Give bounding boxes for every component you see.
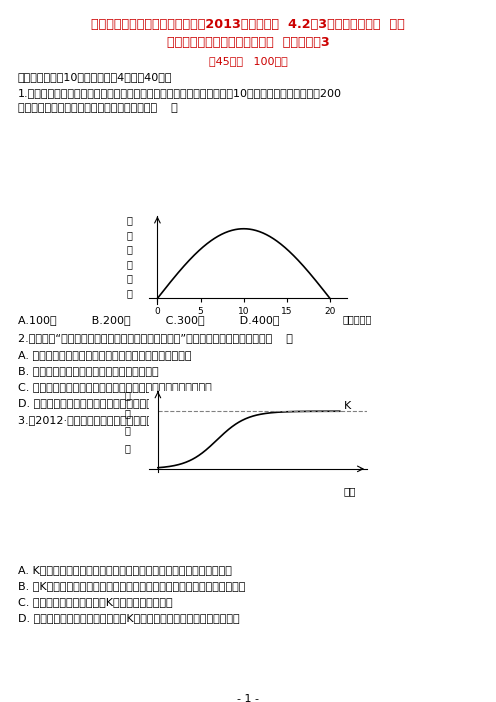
- Text: C. 从瓶中吸出培养液进行计数之前，不必摇匀培养瓶中的培养液: C. 从瓶中吸出培养液进行计数之前，不必摇匀培养瓶中的培养液: [18, 382, 212, 392]
- Text: 种: 种: [124, 390, 130, 400]
- Text: 的数量波动及调节课时提能演练  浙科版必修3: 的数量波动及调节课时提能演练 浙科版必修3: [167, 36, 329, 49]
- Text: K: K: [343, 401, 351, 411]
- Text: 长: 长: [126, 259, 132, 269]
- Text: - 1 -: - 1 -: [237, 694, 259, 702]
- Text: A.100只          B.200只          C.300只          D.400只: A.100只 B.200只 C.300只 D.400只: [18, 315, 280, 325]
- Text: 》《全程复习方略》（浙江专用）2013版高中生物  4.2、3种群的增长方式  种群: 》《全程复习方略》（浙江专用）2013版高中生物 4.2、3种群的增长方式 种群: [91, 18, 405, 31]
- Text: A. K値是环境条件所允许达到的种群数量最大値，其数値是恒定不变的: A. K値是环境条件所允许达到的种群数量最大値，其数値是恒定不变的: [18, 565, 232, 575]
- Text: （45分钟   100分）: （45分钟 100分）: [209, 56, 287, 66]
- Text: 大: 大: [124, 425, 130, 435]
- Text: 小: 小: [124, 444, 130, 453]
- Text: 率: 率: [126, 288, 132, 298]
- Text: 只，估算该种群在此环境中的环境容纳量约为（    ）: 只，估算该种群在此环境中的环境容纳量约为（ ）: [18, 103, 178, 113]
- Text: 种: 种: [126, 216, 132, 225]
- Text: 3.（2012·启东模拟）如图表示某一种群在有限环境中增长的曲线，现围绕此曲线下列叙述中正确的是（    ）: 3.（2012·启东模拟）如图表示某一种群在有限环境中增长的曲线，现围绕此曲线下…: [18, 415, 360, 425]
- Text: D. 为了方便酵母菌计数，培养后期的培养液应先稀释再计数: D. 为了方便酵母菌计数，培养后期的培养液应先稀释再计数: [18, 398, 199, 408]
- Text: C. 如果不考虑其他因素，在K値时出生率＝死亡率: C. 如果不考虑其他因素，在K値时出生率＝死亡率: [18, 597, 173, 607]
- Text: 2.下列关于“探究培养液中酵母菌种群数量的动态变化”实验的相关操作，正确的是（    ）: 2.下列关于“探究培养液中酵母菌种群数量的动态变化”实验的相关操作，正确的是（ …: [18, 333, 293, 343]
- Text: 时间（年）: 时间（年）: [342, 314, 372, 324]
- Text: 时间: 时间: [343, 486, 356, 496]
- Text: B. 培养酵母菌时，必须去除培养液中的溶解氧: B. 培养酵母菌时，必须去除培养液中的溶解氧: [18, 366, 159, 376]
- Text: 1.如图表示某物种迁入新环境后，种群增长速率随时间的变化关系．在第10年时经调查该种群数量为200: 1.如图表示某物种迁入新环境后，种群增长速率随时间的变化关系．在第10年时经调查…: [18, 88, 342, 98]
- Text: 速: 速: [126, 274, 132, 284]
- Text: 群: 群: [126, 230, 132, 240]
- Text: A. 培养用具必须经过严格的灰菌处理，培养液则不需灰菌: A. 培养用具必须经过严格的灰菌处理，培养液则不需灰菌: [18, 350, 191, 360]
- Text: D. 假设这是鱼的种群，当种群达到K値时开始捕捕，可持续获得最高产量: D. 假设这是鱼的种群，当种群达到K値时开始捕捕，可持续获得最高产量: [18, 613, 240, 623]
- Text: B. 在K値之前，种群的数量逐渐增大，年龄结构由增长型逐渐转变为衰退型: B. 在K値之前，种群的数量逐渐增大，年龄结构由增长型逐渐转变为衰退型: [18, 581, 246, 591]
- Text: 群: 群: [124, 408, 130, 418]
- Text: 一、选择题（入10小题，每小邘4分，共40分）: 一、选择题（入10小题，每小邘4分，共40分）: [18, 72, 173, 82]
- Text: 增: 增: [126, 244, 132, 255]
